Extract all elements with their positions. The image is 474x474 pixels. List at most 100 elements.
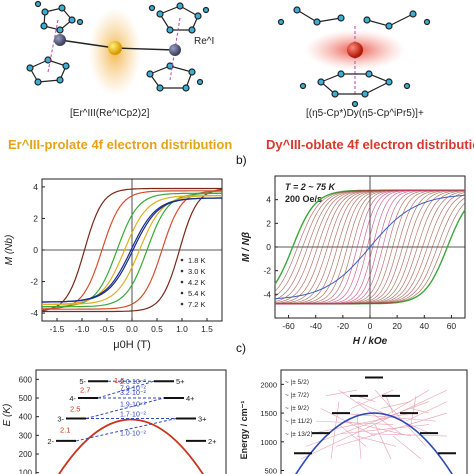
kramers-doublet-label: ~ |± 9/2⟩ <box>285 404 310 412</box>
er-atom <box>108 41 122 55</box>
legend-entry: 3.0 K <box>188 267 206 276</box>
y-tick-label: -2 <box>263 266 271 276</box>
sweep-rate-note: 200 Oe/s <box>285 194 322 204</box>
x-tick-label: -0.5 <box>100 324 115 334</box>
legend-marker <box>180 269 184 273</box>
transition-line <box>300 389 448 460</box>
y-tick-label: 300 <box>19 431 33 440</box>
y-axis-label: M (Nb) <box>4 235 15 266</box>
level-label-left: 4- <box>69 394 76 403</box>
x-tick-label: 0.0 <box>126 324 138 334</box>
hysteresis-branch-down <box>41 187 222 312</box>
y-tick-label: 0 <box>266 242 271 252</box>
transition-line <box>75 418 177 442</box>
er-molecule-illustration <box>26 0 210 95</box>
transition-line <box>375 389 430 422</box>
transition-line <box>345 420 412 437</box>
level-label-right: 2+ <box>208 437 217 446</box>
transition-line <box>385 395 394 414</box>
transition-line <box>405 401 448 422</box>
hysteresis-branch-down <box>42 197 222 303</box>
hysteresis-loop-down <box>275 189 465 305</box>
temperature-note: T = 2 ~ 75 K <box>285 182 337 192</box>
y-tick-label: 1000 <box>260 438 277 447</box>
hysteresis-branch-up <box>42 192 222 308</box>
kramers-doublet-label: ~ |± 5/2⟩ <box>285 378 310 386</box>
y-tick-label: 200 <box>19 450 33 459</box>
x-tick-label: 1.5 <box>201 324 213 334</box>
cp-star-ring <box>299 70 411 108</box>
y-axis-label: M / Nβ <box>241 232 252 262</box>
transition-rate-label: 1.7·10⁻² <box>120 412 147 419</box>
y-tick-label: 4 <box>33 182 38 192</box>
legend-marker <box>180 258 184 262</box>
transition-rate-label: 3.2·10⁻² <box>120 390 147 397</box>
y-tick-label: -4 <box>30 308 38 318</box>
level-label-right: 5+ <box>176 377 185 386</box>
cp-ring-right <box>148 2 210 34</box>
level-label-left: 3- <box>57 415 64 424</box>
x-axis-label: H / kOe <box>353 336 388 347</box>
legend-entry: 7.2 K <box>188 300 206 309</box>
x-tick-label: -40 <box>310 321 323 331</box>
cp-ring-left <box>34 0 84 34</box>
cp-ring-lower-right <box>146 62 204 92</box>
transition-line <box>356 435 397 447</box>
transition-line <box>350 389 394 409</box>
transition-rate-label: 2.0·10⁻² <box>120 379 147 386</box>
y-tick-label: 500 <box>264 467 277 474</box>
vertical-rate-label: 2.7 <box>80 386 90 395</box>
hysteresis-branch-down <box>41 195 222 305</box>
x-tick-label: 0.5 <box>151 324 163 334</box>
hysteresis-branch-up <box>42 188 223 313</box>
transition-line <box>356 413 362 460</box>
level-label-left: 2- <box>47 437 54 446</box>
y-tick-label: 100 <box>19 469 33 474</box>
transition-line <box>338 389 402 434</box>
transition-line <box>330 401 340 460</box>
level-label-right: 4+ <box>186 394 195 403</box>
y-tick-label: 4 <box>266 195 271 205</box>
re-atom-right <box>169 44 181 56</box>
level-label-right: 3+ <box>198 415 207 424</box>
hysteresis-branch-down <box>42 192 222 308</box>
x-tick-label: 40 <box>420 321 430 331</box>
dy-compound-formula: [(η5-Cp*)Dy(η5-Cp^iPr5)]+ <box>306 108 424 119</box>
y-axis-label: Energy / cm⁻¹ <box>239 401 249 460</box>
y-tick-label: 2000 <box>260 380 277 389</box>
panel-label-c: c) <box>236 341 246 355</box>
y-tick-label: -2 <box>30 277 38 287</box>
y-tick-label: 600 <box>19 375 33 384</box>
transition-line <box>392 435 422 460</box>
y-tick-label: 2 <box>266 218 271 228</box>
transition-line <box>325 389 358 397</box>
plot-frame <box>280 369 468 474</box>
kramers-doublet-label: ~ |± 13/2⟩ <box>285 430 313 438</box>
plot-frame <box>35 369 227 474</box>
hysteresis-branch-up <box>42 195 223 305</box>
y-tick-label: 400 <box>19 413 33 422</box>
transition-line <box>85 397 165 420</box>
y-tick-label: 0 <box>33 245 38 255</box>
y-tick-label: 500 <box>19 394 33 403</box>
level-label-left: 5- <box>79 377 86 386</box>
y-tick-label: 2 <box>33 213 38 223</box>
x-tick-label: 60 <box>447 321 457 331</box>
vertical-rate-label: 2.5 <box>70 404 80 413</box>
x-tick-label: -60 <box>282 321 295 331</box>
kramers-doublet-label: ~ |± 11/2⟩ <box>285 417 313 425</box>
x-tick-label: -20 <box>337 321 350 331</box>
transition-rate-label: 1.0·10⁻² <box>120 430 147 437</box>
transition-line <box>320 408 376 437</box>
legend-entry: 4.2 K <box>188 278 206 287</box>
transition-line <box>335 412 448 447</box>
x-axis-label: μ0H (T) <box>113 339 151 351</box>
x-tick-label: 20 <box>392 321 402 331</box>
vertical-rate-label: 2.1 <box>60 426 70 435</box>
legend-marker <box>180 280 184 284</box>
x-tick-label: -1.5 <box>50 324 65 334</box>
legend-entry: 5.4 K <box>188 289 206 298</box>
er-heading: Er^III-prolate 4f electron distribution <box>8 137 233 152</box>
kramers-doublet-label: ~ |± 7/2⟩ <box>285 391 310 399</box>
